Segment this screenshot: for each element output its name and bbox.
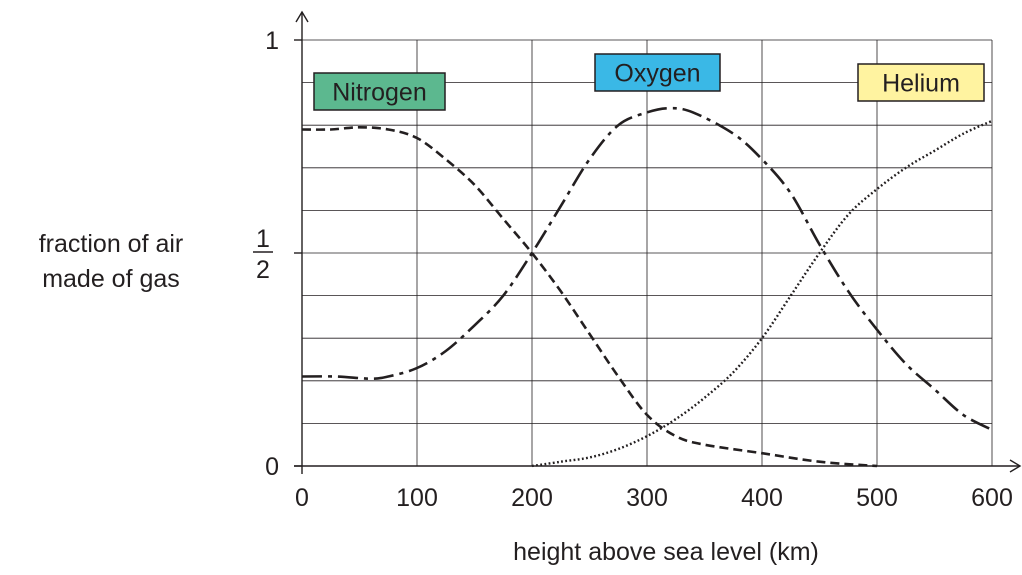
series-label-box-helium [857, 63, 985, 102]
series-line-nitrogen [301, 125, 878, 468]
series-line-oxygen [301, 106, 993, 431]
y-axis-label: fraction of air made of gas [0, 227, 222, 297]
y-tick-label: 1 [265, 27, 279, 55]
series-lines [301, 106, 993, 468]
series-label-box-nitrogen [313, 72, 446, 111]
y-tick-label: 0 [265, 453, 279, 481]
y-axis-label-line-1: fraction of air [38, 230, 184, 258]
x-tick-label: 400 [741, 484, 783, 512]
series-labels: Nitrogen Oxygen Helium [313, 53, 985, 111]
x-tick-label: 300 [626, 484, 668, 512]
x-tick-label: 100 [396, 484, 438, 512]
x-tick-label: 200 [511, 484, 553, 512]
series-label-box-oxygen [594, 53, 721, 92]
series-label-helium: Helium [882, 70, 960, 98]
series-label-oxygen: Oxygen [614, 60, 700, 88]
series-label-nitrogen: Nitrogen [332, 79, 427, 107]
y-tick-label-denominator: 2 [256, 256, 270, 284]
axes [294, 10, 1022, 474]
grid-lines [302, 39, 993, 466]
x-tick-label: 600 [971, 484, 1013, 512]
x-axis-label: height above sea level (km) [513, 538, 819, 566]
y-tick-label-numerator: 1 [256, 225, 270, 253]
x-tick-label: 500 [856, 484, 898, 512]
tick-labels: 0 100 200 300 400 500 600 0 1 2 1 [253, 27, 1013, 512]
y-axis-label-line-2: made of gas [42, 265, 180, 293]
x-tick-label: 0 [295, 484, 309, 512]
